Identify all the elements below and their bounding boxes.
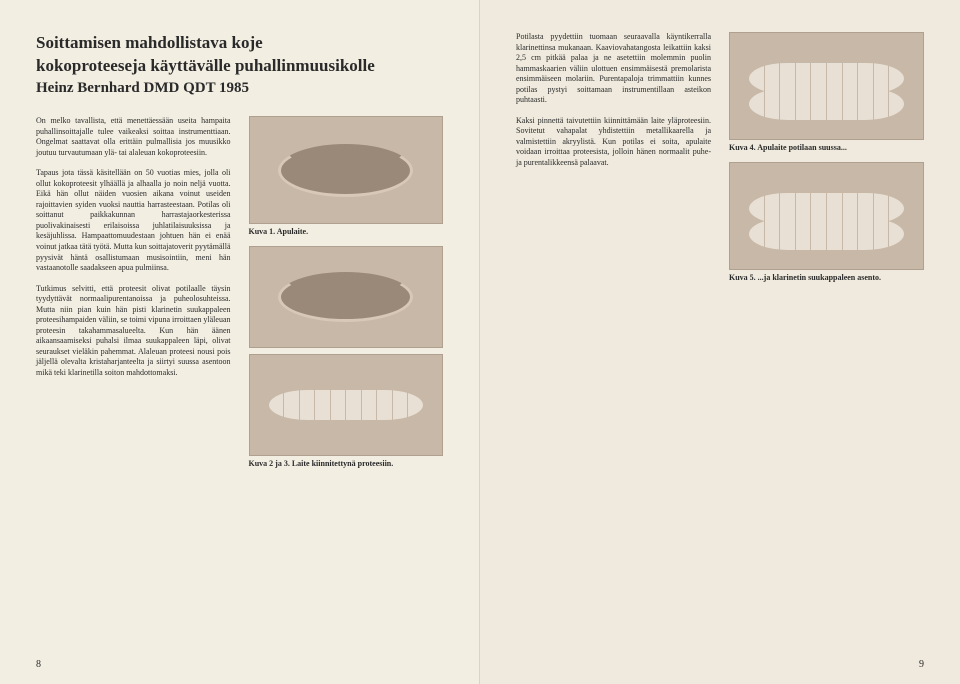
figure-4: Kuva 4. Apulaite potilaan suussa... [729,32,924,152]
page-left: Soittamisen mahdollistava koje kokoprote… [0,0,480,684]
page-number-left: 8 [36,659,41,670]
prosthesis-arch-icon [278,272,413,322]
para-3: Tutkimus selvitti, että proteesit olivat… [36,284,231,379]
title-block: Soittamisen mahdollistava koje kokoprote… [36,32,443,98]
figure-5-caption: Kuva 5. ...ja klarinetin suukappaleen as… [729,273,924,282]
teeth-row-icon [749,88,903,120]
para-r1: Potilasta pyydettiin tuomaan seuraavalla… [516,32,711,106]
left-col-figures: Kuva 1. Apulaite. Kuva 2 ja 3. Laite kii… [249,116,444,478]
left-col-text: On melko tavallista, että menettäessään … [36,116,231,478]
figure-3-image [249,354,444,456]
right-col-text: Potilasta pyydettiin tuomaan seuraavalla… [516,32,711,292]
figure-2 [249,246,444,348]
article-title-line1: Soittamisen mahdollistava koje [36,32,443,53]
right-columns: Potilasta pyydettiin tuomaan seuraavalla… [516,32,924,292]
article-author: Heinz Bernhard DMD QDT 1985 [36,79,443,99]
left-columns: On melko tavallista, että menettäessään … [36,116,443,478]
page-number-right: 9 [919,659,924,670]
figure-3: Kuva 2 ja 3. Laite kiinnitettynä protees… [249,354,444,468]
figure-1: Kuva 1. Apulaite. [249,116,444,236]
page-right: Potilasta pyydettiin tuomaan seuraavalla… [480,0,960,684]
figure-23-caption: Kuva 2 ja 3. Laite kiinnitettynä protees… [249,459,444,468]
figure-4-image [729,32,924,140]
teeth-row-icon [749,218,903,250]
teeth-row-icon [269,390,423,420]
para-2: Tapaus jota tässä käsitellään on 50 vuot… [36,168,231,273]
right-col-figures: Kuva 4. Apulaite potilaan suussa... Kuva… [729,32,924,292]
prosthesis-arch-icon [278,144,413,197]
figure-2-image [249,246,444,348]
para-1: On melko tavallista, että menettäessään … [36,116,231,158]
para-r2: Kaksi pinnettä taivutettiin kiinnittämää… [516,116,711,169]
figure-5-image [729,162,924,270]
figure-4-caption: Kuva 4. Apulaite potilaan suussa... [729,143,924,152]
article-title-line2: kokoproteeseja käyttävälle puhallinmuusi… [36,55,443,76]
figure-5: Kuva 5. ...ja klarinetin suukappaleen as… [729,162,924,282]
figure-1-caption: Kuva 1. Apulaite. [249,227,444,236]
figure-1-image [249,116,444,224]
